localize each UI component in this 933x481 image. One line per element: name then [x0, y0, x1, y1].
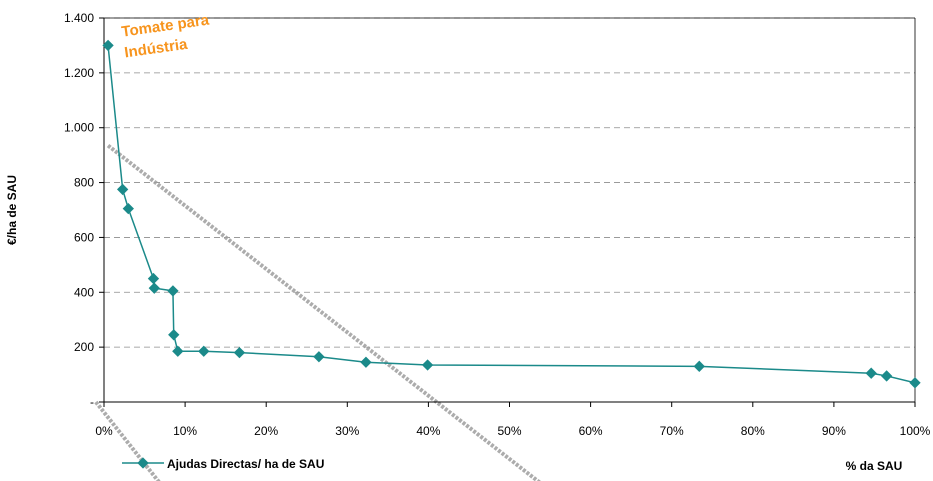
series-line	[107, 45, 916, 384]
gridlines	[104, 17, 915, 348]
data-point	[693, 360, 705, 372]
legend: Ajudas Directas/ ha de SAU	[122, 457, 324, 471]
trendline	[106, 143, 541, 481]
x-tick-label: 100%	[900, 424, 931, 438]
data-point	[198, 345, 210, 357]
data-point	[880, 370, 893, 382]
y-tick-label: 200	[74, 340, 94, 354]
x-tick-label: 50%	[497, 424, 521, 438]
trendlines	[94, 143, 541, 481]
x-tick-label: 20%	[254, 424, 278, 438]
data-point	[172, 345, 184, 357]
legend-swatch-marker	[137, 457, 149, 469]
y-tick-label: -	[90, 395, 94, 409]
y-tick-label: 400	[74, 285, 94, 299]
data-point	[116, 183, 129, 196]
x-tick-label: 90%	[822, 424, 846, 438]
axes	[99, 17, 916, 407]
y-tick-label: 1.400	[64, 11, 94, 25]
x-tick-label: 10%	[173, 424, 197, 438]
data-point	[233, 346, 246, 359]
data-point	[909, 377, 921, 389]
x-axis-title: % da SAU	[846, 459, 903, 473]
x-tick-label: 70%	[660, 424, 684, 438]
y-tick-labels: - 200 400 600 800 1.000 1.200 1.400	[64, 11, 94, 409]
data-point	[147, 272, 160, 285]
x-tick-label: 60%	[579, 424, 603, 438]
y-axis-title: €/ha de SAU	[5, 175, 19, 245]
y-tick-label: 1.200	[64, 66, 94, 80]
data-point	[865, 367, 877, 379]
x-tick-label: 80%	[741, 424, 765, 438]
data-point	[313, 351, 325, 363]
x-tick-label: 40%	[416, 424, 440, 438]
y-tick-label: 600	[74, 230, 94, 244]
annotation-line-1: Tomate para	[120, 11, 210, 40]
data-point	[168, 329, 180, 341]
x-tick-labels: 0% 10% 20% 30% 40% 50% 60% 70% 80% 90% 100%	[95, 424, 930, 438]
data-point	[421, 359, 434, 371]
data-point	[148, 282, 160, 294]
y-tick-label: 800	[74, 176, 94, 190]
data-point	[102, 39, 114, 52]
series-layer	[102, 39, 921, 389]
legend-label: Ajudas Directas/ ha de SAU	[167, 457, 324, 471]
data-point	[122, 202, 134, 215]
y-tick-label: 1.000	[64, 121, 94, 135]
data-point	[167, 285, 179, 297]
annotation-label: Tomate para Indústria	[120, 11, 210, 62]
annotation-line-2: Indústria	[123, 36, 189, 62]
x-tick-label: 30%	[335, 424, 359, 438]
x-tick-label: 0%	[95, 424, 113, 438]
trendline	[94, 400, 161, 481]
data-point	[360, 356, 372, 368]
